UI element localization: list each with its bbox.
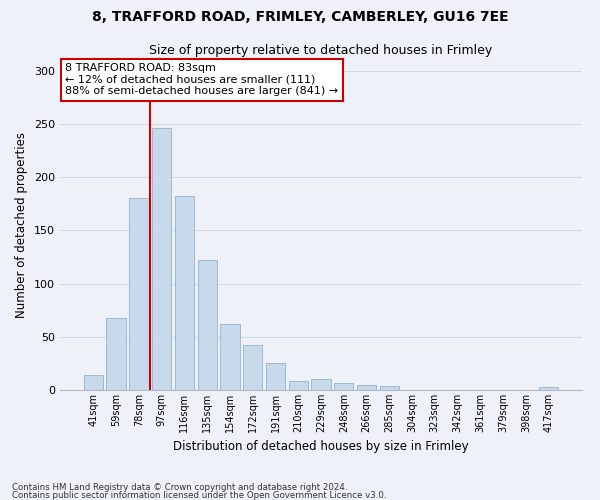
Bar xyxy=(539,387,558,390)
Bar xyxy=(84,375,103,390)
Bar xyxy=(266,364,285,390)
Bar xyxy=(197,260,217,390)
Text: 8 TRAFFORD ROAD: 83sqm
← 12% of detached houses are smaller (111)
88% of semi-de: 8 TRAFFORD ROAD: 83sqm ← 12% of detached… xyxy=(65,64,338,96)
Bar xyxy=(220,324,239,390)
Bar xyxy=(380,386,399,390)
X-axis label: Distribution of detached houses by size in Frimley: Distribution of detached houses by size … xyxy=(173,440,469,454)
Bar xyxy=(175,196,194,390)
Bar xyxy=(311,380,331,390)
Text: Contains HM Land Registry data © Crown copyright and database right 2024.: Contains HM Land Registry data © Crown c… xyxy=(12,484,347,492)
Text: Contains public sector information licensed under the Open Government Licence v3: Contains public sector information licen… xyxy=(12,490,386,500)
Bar xyxy=(129,198,149,390)
Bar xyxy=(152,128,172,390)
Title: Size of property relative to detached houses in Frimley: Size of property relative to detached ho… xyxy=(149,44,493,58)
Bar xyxy=(334,382,353,390)
Y-axis label: Number of detached properties: Number of detached properties xyxy=(16,132,28,318)
Bar xyxy=(289,382,308,390)
Text: 8, TRAFFORD ROAD, FRIMLEY, CAMBERLEY, GU16 7EE: 8, TRAFFORD ROAD, FRIMLEY, CAMBERLEY, GU… xyxy=(92,10,508,24)
Bar xyxy=(106,318,126,390)
Bar xyxy=(243,346,262,390)
Bar xyxy=(357,384,376,390)
